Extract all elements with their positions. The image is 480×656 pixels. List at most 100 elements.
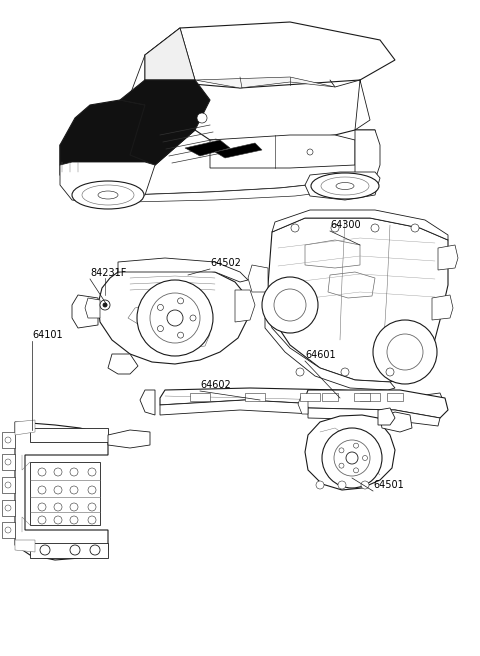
Circle shape bbox=[157, 304, 163, 310]
Circle shape bbox=[38, 503, 46, 511]
Circle shape bbox=[90, 545, 100, 555]
Circle shape bbox=[54, 503, 62, 511]
Polygon shape bbox=[15, 422, 108, 560]
Text: 84231F: 84231F bbox=[90, 268, 126, 278]
Polygon shape bbox=[378, 408, 395, 425]
Circle shape bbox=[178, 332, 183, 338]
Polygon shape bbox=[305, 415, 395, 490]
Polygon shape bbox=[145, 22, 395, 88]
Circle shape bbox=[386, 368, 394, 376]
Circle shape bbox=[331, 224, 339, 232]
Polygon shape bbox=[60, 162, 155, 205]
Circle shape bbox=[137, 280, 213, 356]
Circle shape bbox=[5, 527, 11, 533]
Polygon shape bbox=[2, 432, 15, 448]
Circle shape bbox=[274, 289, 306, 321]
Circle shape bbox=[353, 443, 359, 448]
Circle shape bbox=[54, 516, 62, 524]
Polygon shape bbox=[30, 462, 100, 525]
Polygon shape bbox=[268, 218, 448, 382]
Bar bbox=[245, 393, 265, 401]
Text: 64300: 64300 bbox=[330, 220, 360, 230]
Polygon shape bbox=[72, 295, 98, 328]
Polygon shape bbox=[30, 428, 108, 442]
Circle shape bbox=[362, 455, 368, 461]
Circle shape bbox=[316, 481, 324, 489]
Circle shape bbox=[178, 298, 183, 304]
Circle shape bbox=[88, 468, 96, 476]
Polygon shape bbox=[380, 412, 412, 432]
Polygon shape bbox=[145, 28, 195, 80]
Polygon shape bbox=[265, 318, 395, 390]
Polygon shape bbox=[235, 290, 255, 322]
Polygon shape bbox=[70, 180, 360, 202]
Ellipse shape bbox=[311, 173, 379, 199]
Circle shape bbox=[411, 224, 419, 232]
Polygon shape bbox=[60, 100, 195, 175]
Polygon shape bbox=[108, 430, 150, 448]
Circle shape bbox=[361, 481, 369, 489]
Circle shape bbox=[88, 516, 96, 524]
Polygon shape bbox=[30, 543, 108, 558]
Polygon shape bbox=[305, 172, 380, 200]
Polygon shape bbox=[120, 80, 210, 165]
Circle shape bbox=[40, 545, 50, 555]
Polygon shape bbox=[272, 210, 448, 240]
Polygon shape bbox=[355, 130, 380, 180]
Circle shape bbox=[346, 452, 358, 464]
Circle shape bbox=[38, 468, 46, 476]
Ellipse shape bbox=[82, 185, 134, 205]
Circle shape bbox=[167, 310, 183, 326]
Circle shape bbox=[5, 459, 11, 465]
Text: 64601: 64601 bbox=[305, 350, 336, 360]
Circle shape bbox=[291, 224, 299, 232]
Polygon shape bbox=[98, 266, 248, 364]
Circle shape bbox=[54, 486, 62, 494]
Ellipse shape bbox=[321, 177, 369, 195]
Polygon shape bbox=[298, 394, 308, 414]
Polygon shape bbox=[305, 240, 360, 268]
Polygon shape bbox=[308, 408, 440, 426]
Circle shape bbox=[70, 545, 80, 555]
Text: 64602: 64602 bbox=[200, 380, 231, 390]
Polygon shape bbox=[2, 454, 15, 470]
Polygon shape bbox=[195, 77, 335, 88]
Circle shape bbox=[70, 503, 78, 511]
Circle shape bbox=[262, 277, 318, 333]
Ellipse shape bbox=[72, 181, 144, 209]
Circle shape bbox=[322, 428, 382, 488]
Bar bbox=[354, 393, 370, 401]
Circle shape bbox=[157, 325, 163, 331]
Circle shape bbox=[197, 113, 207, 123]
Circle shape bbox=[338, 481, 346, 489]
Circle shape bbox=[373, 320, 437, 384]
Polygon shape bbox=[15, 540, 35, 552]
Bar bbox=[300, 393, 320, 401]
Polygon shape bbox=[305, 390, 448, 418]
Circle shape bbox=[5, 482, 11, 488]
Bar bbox=[360, 393, 380, 401]
Polygon shape bbox=[180, 326, 210, 348]
Polygon shape bbox=[248, 265, 268, 292]
Polygon shape bbox=[85, 298, 100, 318]
Circle shape bbox=[307, 149, 313, 155]
Polygon shape bbox=[60, 130, 375, 195]
Polygon shape bbox=[210, 135, 355, 168]
Circle shape bbox=[5, 505, 11, 511]
Polygon shape bbox=[128, 304, 162, 324]
Ellipse shape bbox=[336, 182, 354, 190]
Polygon shape bbox=[108, 354, 138, 374]
Polygon shape bbox=[432, 295, 453, 320]
Circle shape bbox=[70, 486, 78, 494]
Polygon shape bbox=[160, 388, 430, 408]
Circle shape bbox=[100, 300, 110, 310]
Bar bbox=[190, 393, 210, 401]
Circle shape bbox=[70, 468, 78, 476]
Polygon shape bbox=[160, 400, 425, 418]
Circle shape bbox=[88, 503, 96, 511]
Circle shape bbox=[334, 440, 370, 476]
Bar bbox=[322, 393, 338, 401]
Circle shape bbox=[38, 516, 46, 524]
Circle shape bbox=[190, 315, 196, 321]
Circle shape bbox=[38, 486, 46, 494]
